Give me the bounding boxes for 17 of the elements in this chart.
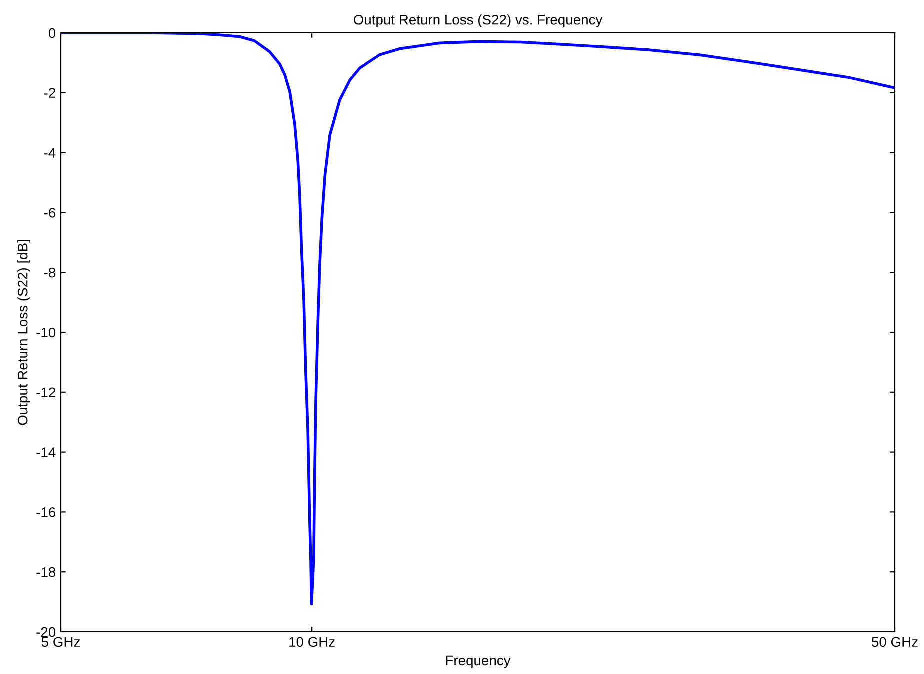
y-tick-label: -20 <box>36 627 56 638</box>
y-tick-label: -2 <box>44 88 56 98</box>
y-axis-title: Output Return Loss (S22) [dB] <box>18 240 31 426</box>
chart-title: Output Return Loss (S22) vs. Frequency <box>354 14 603 28</box>
y-tick-label: -18 <box>36 567 56 578</box>
y-tick-label: -16 <box>36 508 56 518</box>
x-tick-label: 5 GHz <box>42 637 80 648</box>
y-tick-label: -4 <box>44 148 56 158</box>
y-tick-label: -10 <box>36 328 56 338</box>
y-tick-label: -6 <box>44 208 56 218</box>
y-tick-label: -12 <box>36 388 56 398</box>
x-tick-label: 10 GHz <box>290 637 335 648</box>
y-tick-label: -8 <box>44 268 56 278</box>
y-tick-label: 0 <box>48 28 56 38</box>
y-tick-label: -14 <box>36 448 56 458</box>
x-tick-label: 50 GHz <box>872 637 918 648</box>
x-axis-title: Frequency <box>446 656 511 668</box>
